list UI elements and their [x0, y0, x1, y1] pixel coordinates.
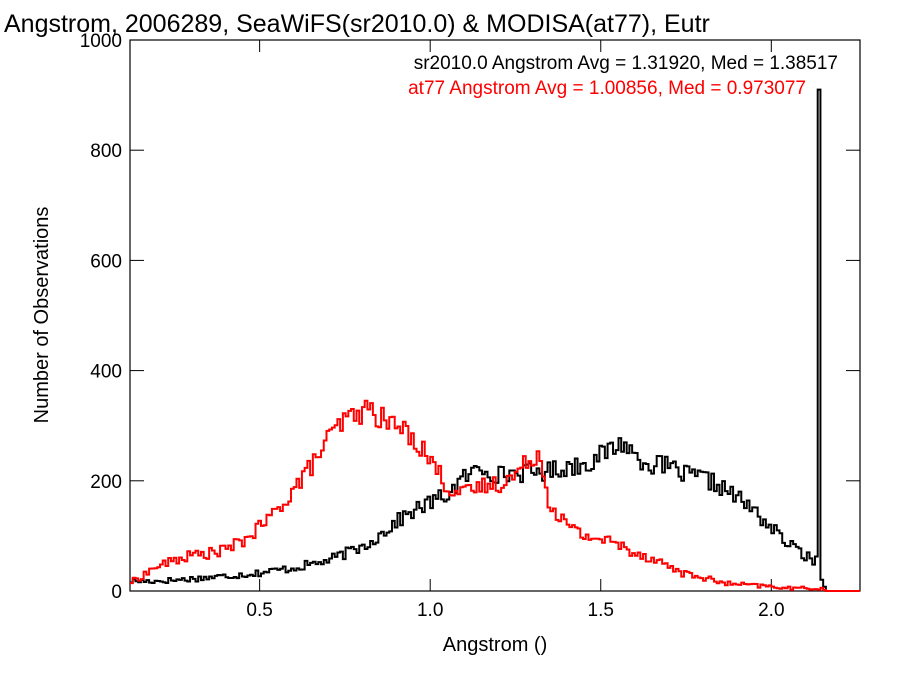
series-layer — [130, 88, 860, 592]
x-axis-label: Angstrom () — [443, 634, 547, 656]
y-tick-label: 800 — [90, 141, 122, 162]
series-line-at77 — [130, 399, 860, 592]
x-tick-label: 1.5 — [588, 600, 614, 621]
y-tick-label: 600 — [90, 251, 122, 272]
series-line-sr20100 — [130, 88, 860, 592]
x-tick-label: 1.0 — [417, 600, 443, 621]
y-tick-label: 1000 — [80, 31, 122, 52]
legend-entry-sr2010: sr2010.0 Angstrom Avg = 1.31920, Med = 1… — [414, 53, 838, 74]
y-tick-label: 200 — [90, 472, 122, 493]
legend-entry-at77: at77 Angstrom Avg = 1.00856, Med = 0.973… — [408, 78, 806, 99]
chart-title: Angstrom, 2006289, SeaWiFS(sr2010.0) & M… — [4, 10, 710, 38]
y-tick-label: 400 — [90, 362, 122, 383]
plot-frame — [129, 39, 861, 592]
x-tick-label: 2.0 — [758, 600, 784, 621]
y-axis-label: Number of Observations — [31, 207, 53, 424]
axis-ticks: 0.5 1.0 1.5 2.0 0 200 400 600 800 1000 — [80, 31, 860, 621]
y-tick-label: 0 — [111, 582, 122, 603]
x-tick-label: 0.5 — [246, 600, 272, 621]
